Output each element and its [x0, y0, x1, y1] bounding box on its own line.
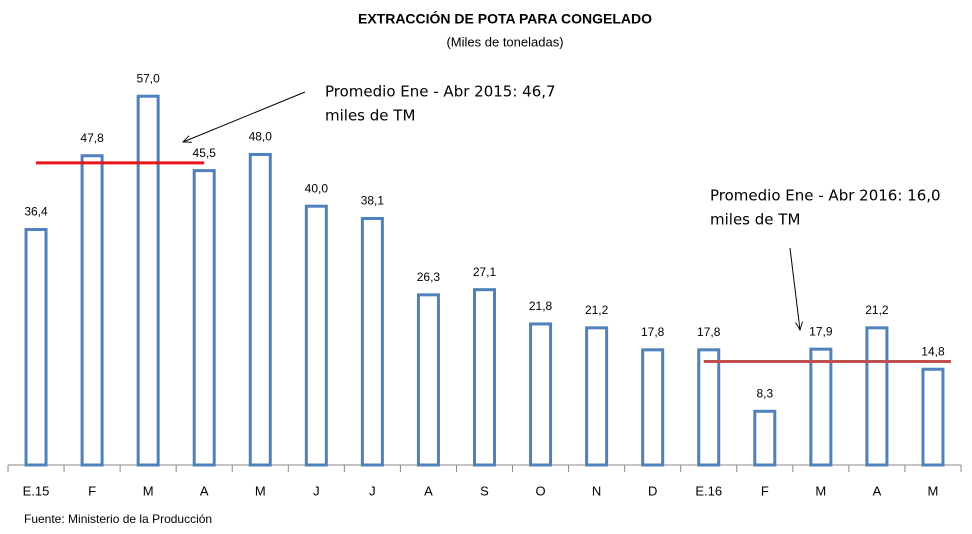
x-tick-label: E.15	[23, 483, 50, 498]
bar	[697, 348, 721, 467]
value-label: 40,0	[305, 181, 329, 195]
value-label: 21,2	[585, 303, 609, 317]
bar	[641, 348, 665, 467]
bar	[753, 409, 777, 467]
x-tick-label: E.16	[695, 483, 722, 498]
bar	[136, 94, 160, 467]
value-label: 45,5	[193, 146, 217, 160]
x-tick-label: N	[592, 483, 601, 498]
value-label: 26,3	[417, 270, 441, 284]
annotation-arrow	[789, 247, 800, 330]
x-tick-label: D	[648, 483, 657, 498]
bar	[809, 347, 833, 467]
x-tick-label: A	[873, 483, 882, 498]
bar	[416, 293, 440, 467]
bar	[585, 326, 609, 467]
value-label: 38,1	[361, 194, 385, 208]
x-tick-label: M	[255, 483, 266, 498]
x-tick-label: M	[928, 483, 939, 498]
bar	[865, 326, 889, 467]
bar	[360, 216, 384, 467]
value-label: 36,4	[24, 205, 48, 219]
bar	[304, 204, 328, 467]
annotation-arrow	[183, 91, 306, 142]
value-label: 17,9	[809, 324, 833, 338]
x-tick-label: A	[200, 483, 209, 498]
bar	[80, 154, 104, 467]
chart-title: EXTRACCIÓN DE POTA PARA CONGELADO	[358, 10, 652, 27]
value-label: 8,3	[756, 386, 773, 400]
bar	[921, 367, 945, 467]
value-label: 47,8	[80, 131, 104, 145]
x-tick-label: M	[143, 483, 154, 498]
chart-subtitle: (Miles de toneladas)	[446, 34, 563, 49]
value-label: 21,2	[865, 303, 889, 317]
bar	[248, 152, 272, 467]
value-label: 21,8	[529, 299, 553, 313]
value-label: 27,1	[473, 265, 497, 279]
value-label: 17,8	[641, 325, 665, 339]
annotation: Promedio Ene - Abr 2016: 16,0	[710, 187, 941, 205]
x-tick-label: M	[815, 483, 826, 498]
x-tick-label: A	[424, 483, 433, 498]
bar	[473, 288, 496, 467]
value-label: 57,0	[136, 71, 160, 85]
source-note: Fuente: Ministerio de la Producción	[24, 512, 212, 526]
value-label: 14,8	[921, 344, 945, 358]
annotation: miles de TM	[710, 211, 800, 229]
annotation: miles de TM	[325, 107, 415, 125]
x-tick-label: J	[369, 483, 376, 498]
bar	[24, 227, 48, 467]
x-tick-label: J	[313, 483, 320, 498]
value-label: 17,8	[697, 325, 721, 339]
x-tick-label: F	[761, 483, 769, 498]
bar	[192, 169, 216, 467]
value-label: 48,0	[249, 130, 273, 144]
x-tick-label: S	[480, 483, 489, 498]
x-tick-label: F	[88, 483, 96, 498]
annotation: Promedio Ene - Abr 2015: 46,7	[325, 83, 556, 101]
x-tick-label: O	[535, 483, 545, 498]
bar	[529, 322, 553, 467]
